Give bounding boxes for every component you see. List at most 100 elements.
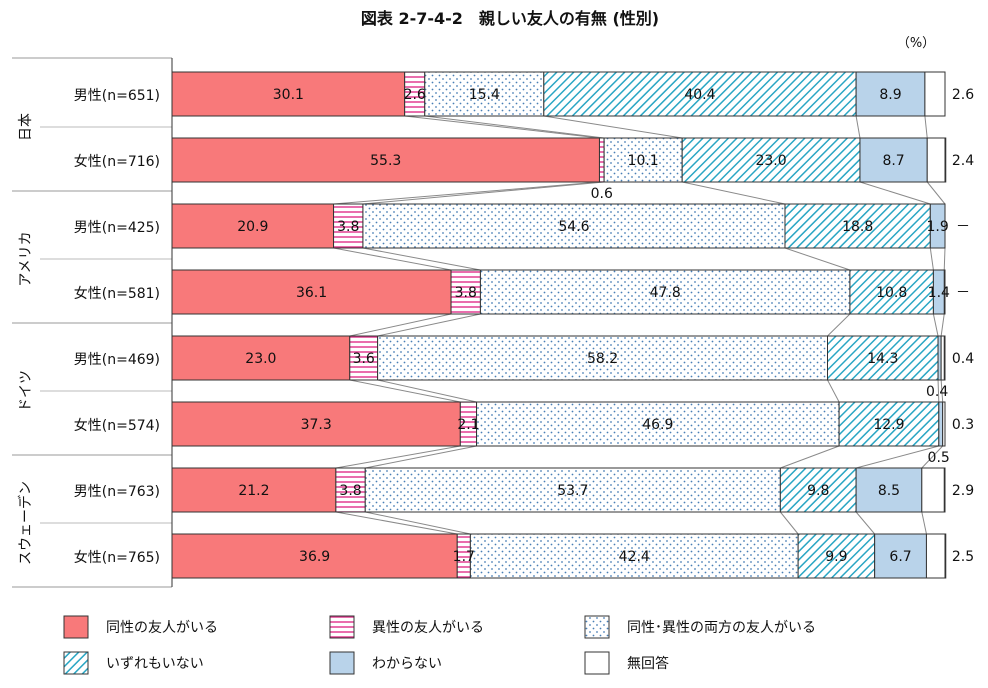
data-label: 0.3 xyxy=(952,417,974,433)
legend-item: 同性の友人がいる xyxy=(63,615,218,639)
data-label: 55.3 xyxy=(370,153,401,169)
connector-line xyxy=(349,379,461,403)
data-label: 1.9 xyxy=(927,219,949,235)
connector-line xyxy=(921,445,944,469)
data-label: 18.8 xyxy=(842,219,873,235)
connector-line xyxy=(859,181,931,205)
connector-line xyxy=(784,247,851,271)
category-label: 女性(n=716) xyxy=(74,153,160,170)
bar-segment xyxy=(479,269,851,315)
connector-line xyxy=(349,313,452,337)
legend-label: いずれもいない xyxy=(106,656,204,672)
connector-line xyxy=(333,181,600,205)
data-label: 15.4 xyxy=(469,87,500,103)
country-label: 日本 xyxy=(18,113,34,141)
connector-line xyxy=(937,379,940,403)
legend-swatch xyxy=(584,615,610,639)
bar-segment xyxy=(838,401,940,447)
legend-item: いずれもいない xyxy=(63,651,204,675)
bar-segment xyxy=(855,71,926,117)
connector-line xyxy=(932,313,939,337)
bar-segment xyxy=(925,533,947,579)
legend-label: 無回答 xyxy=(627,655,669,672)
data-label: 2.1 xyxy=(457,417,479,433)
bar-segment xyxy=(874,533,927,579)
category-label: 男性(n=651) xyxy=(74,88,160,104)
bar-segment xyxy=(598,137,605,183)
bar-segment xyxy=(171,269,452,315)
category-label: 男性(n=763) xyxy=(74,484,160,500)
data-label: － xyxy=(956,219,970,235)
connector-line xyxy=(335,445,461,469)
data-label: 10.1 xyxy=(628,153,659,169)
data-label: 42.4 xyxy=(619,549,650,565)
data-label: － xyxy=(956,285,970,301)
legend-swatch xyxy=(584,651,610,675)
connector-line xyxy=(362,181,605,205)
data-label: 2.5 xyxy=(952,549,974,565)
data-label: 54.6 xyxy=(558,219,589,235)
bar-segment xyxy=(603,137,683,183)
country-label-group: ドイツ xyxy=(18,370,34,412)
country-label: スウェーデン xyxy=(17,481,34,565)
country-label: アメリカ xyxy=(18,231,34,286)
bar-segment xyxy=(926,137,947,183)
data-label: 8.5 xyxy=(878,483,900,499)
connector-line xyxy=(377,379,477,403)
connector-line xyxy=(926,181,946,205)
bar-segment xyxy=(377,335,829,381)
data-label: 14.3 xyxy=(867,351,898,367)
bar-segment xyxy=(921,467,945,513)
bar-segment xyxy=(543,71,857,117)
data-label: 3.8 xyxy=(339,483,361,499)
data-label: 6.7 xyxy=(889,549,911,565)
connector-line xyxy=(827,379,840,403)
data-label: 0.5 xyxy=(928,450,950,466)
data-label: 9.8 xyxy=(807,483,829,499)
data-label: 36.1 xyxy=(296,285,327,301)
connector-line xyxy=(335,511,458,535)
connector-line xyxy=(855,445,939,469)
data-label: 2.6 xyxy=(952,87,974,103)
connector-line xyxy=(924,115,928,139)
connector-line xyxy=(940,313,945,337)
data-label: 46.9 xyxy=(642,417,673,433)
country-label-group: スウェーデン xyxy=(17,481,34,565)
data-label: 0.6 xyxy=(591,186,613,202)
connector-line xyxy=(404,115,600,139)
connector-line xyxy=(424,115,605,139)
connector-line xyxy=(333,247,452,271)
data-label: 2.9 xyxy=(952,483,974,499)
data-label: 0.4 xyxy=(926,384,948,400)
category-label: 女性(n=581) xyxy=(74,285,160,302)
category-label: 男性(n=425) xyxy=(74,220,160,236)
legend-swatch xyxy=(63,615,89,639)
data-label: 2.4 xyxy=(952,153,974,169)
data-label: 23.0 xyxy=(245,351,276,367)
bar-segment xyxy=(171,335,351,381)
data-label: 3.8 xyxy=(337,219,359,235)
category-label: 女性(n=574) xyxy=(74,417,160,434)
data-label: 8.7 xyxy=(882,153,904,169)
bar-segment xyxy=(855,467,923,513)
data-label: 9.9 xyxy=(825,549,847,565)
data-label: 23.0 xyxy=(755,153,786,169)
legend-swatch xyxy=(329,615,355,639)
category-label: 男性(n=469) xyxy=(74,352,160,368)
legend-item: わからない xyxy=(329,651,442,675)
data-label: 10.8 xyxy=(876,285,907,301)
bar-segment xyxy=(938,401,944,447)
legend-label: 同性･異性の両方の友人がいる xyxy=(627,620,816,636)
connector-line xyxy=(929,247,934,271)
unit-label: （%） xyxy=(897,36,935,51)
data-label: 53.7 xyxy=(557,483,588,499)
data-label: 37.3 xyxy=(301,417,332,433)
legend-item: 無回答 xyxy=(584,651,669,675)
bar-segment xyxy=(797,533,876,579)
connector-line xyxy=(377,313,481,337)
chart-title: 図表 2-7-4-2 親しい友人の有無 (性別) xyxy=(361,9,659,28)
connector-line xyxy=(365,445,477,469)
data-label: 2.6 xyxy=(404,87,426,103)
data-label: 21.2 xyxy=(238,483,269,499)
